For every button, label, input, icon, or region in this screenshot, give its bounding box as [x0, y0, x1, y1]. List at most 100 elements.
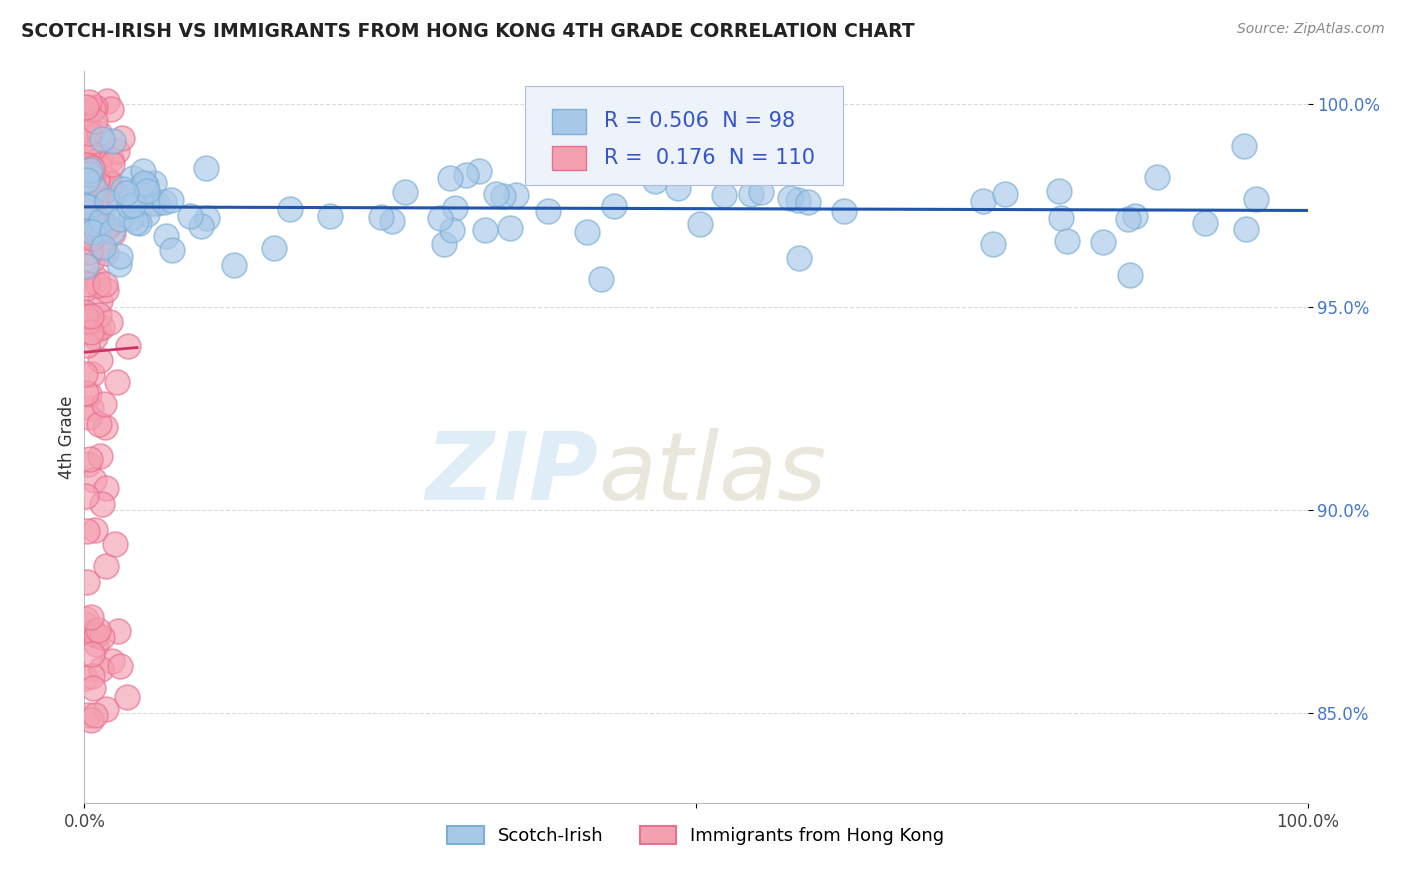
Point	[319, 209, 342, 223]
Point	[105, 187, 128, 202]
Point	[80, 610, 103, 624]
Legend: Scotch-Irish, Immigrants from Hong Kong: Scotch-Irish, Immigrants from Hong Kong	[440, 819, 952, 852]
Point	[110, 249, 132, 263]
Point	[498, 220, 520, 235]
Point	[75, 385, 97, 400]
Point	[86, 628, 108, 642]
Point	[82, 161, 104, 176]
Point	[105, 144, 128, 158]
Point	[132, 164, 155, 178]
Point	[87, 321, 110, 335]
Point	[101, 134, 124, 148]
Point	[122, 171, 145, 186]
Point	[76, 106, 98, 120]
Point	[87, 308, 110, 322]
Point	[117, 339, 139, 353]
Point	[100, 153, 122, 167]
Point	[90, 214, 112, 228]
Text: SCOTCH-IRISH VS IMMIGRANTS FROM HONG KONG 4TH GRADE CORRELATION CHART: SCOTCH-IRISH VS IMMIGRANTS FROM HONG KON…	[21, 22, 915, 41]
Point	[86, 272, 108, 286]
Point	[474, 222, 496, 236]
Point	[77, 200, 100, 214]
Point	[75, 490, 97, 504]
Point	[101, 226, 124, 240]
Point	[89, 151, 111, 165]
Point	[394, 185, 416, 199]
Point	[77, 119, 100, 133]
Point	[832, 204, 855, 219]
Point	[603, 199, 626, 213]
Point	[86, 224, 108, 238]
Point	[86, 637, 108, 651]
Point	[787, 251, 810, 265]
Point	[87, 126, 110, 140]
Point	[666, 181, 689, 195]
Point	[89, 449, 111, 463]
Point	[79, 223, 101, 237]
Point	[77, 167, 100, 181]
Point	[101, 223, 124, 237]
Bar	[551, 109, 586, 134]
Point	[86, 141, 108, 155]
Point	[589, 271, 612, 285]
Point	[73, 671, 96, 685]
Point	[98, 314, 121, 328]
Point	[224, 258, 246, 272]
Point	[107, 624, 129, 638]
Point	[1056, 235, 1078, 249]
Point	[1116, 212, 1139, 227]
Point	[110, 659, 132, 673]
Point	[82, 177, 104, 191]
Point	[575, 225, 598, 239]
Point	[644, 174, 666, 188]
Point	[73, 368, 96, 382]
Point	[135, 178, 157, 193]
Point	[190, 219, 212, 233]
Point	[91, 630, 114, 644]
Point	[91, 319, 114, 334]
Y-axis label: 4th Grade: 4th Grade	[58, 395, 76, 479]
Point	[79, 245, 101, 260]
Point	[79, 451, 101, 466]
Point	[1049, 211, 1071, 225]
Point	[91, 240, 114, 254]
Point	[981, 236, 1004, 251]
Point	[76, 173, 98, 187]
Point	[136, 184, 159, 198]
Point	[155, 228, 177, 243]
Point	[84, 523, 107, 537]
Point	[96, 481, 118, 495]
Point	[75, 158, 97, 172]
Point	[80, 309, 103, 323]
FancyBboxPatch shape	[524, 86, 842, 185]
Point	[86, 173, 108, 187]
Point	[82, 103, 104, 117]
Point	[141, 195, 163, 210]
Point	[429, 211, 451, 225]
Point	[145, 196, 167, 211]
Point	[111, 131, 134, 145]
Point	[115, 186, 138, 201]
Point	[143, 177, 166, 191]
Point	[120, 189, 142, 203]
Point	[115, 690, 138, 705]
Point	[195, 161, 218, 176]
Point	[484, 187, 506, 202]
Point	[87, 624, 110, 638]
Point	[77, 708, 100, 723]
Point	[492, 189, 515, 203]
Point	[439, 171, 461, 186]
Point	[82, 669, 104, 683]
Point	[80, 252, 103, 267]
Text: ZIP: ZIP	[425, 427, 598, 520]
Point	[77, 95, 100, 110]
Point	[84, 113, 107, 128]
Point	[179, 209, 201, 223]
Point	[1194, 216, 1216, 230]
Point	[433, 237, 456, 252]
Point	[1123, 209, 1146, 223]
Point	[82, 146, 104, 161]
Point	[98, 219, 121, 233]
Point	[621, 156, 644, 170]
Point	[90, 180, 112, 194]
